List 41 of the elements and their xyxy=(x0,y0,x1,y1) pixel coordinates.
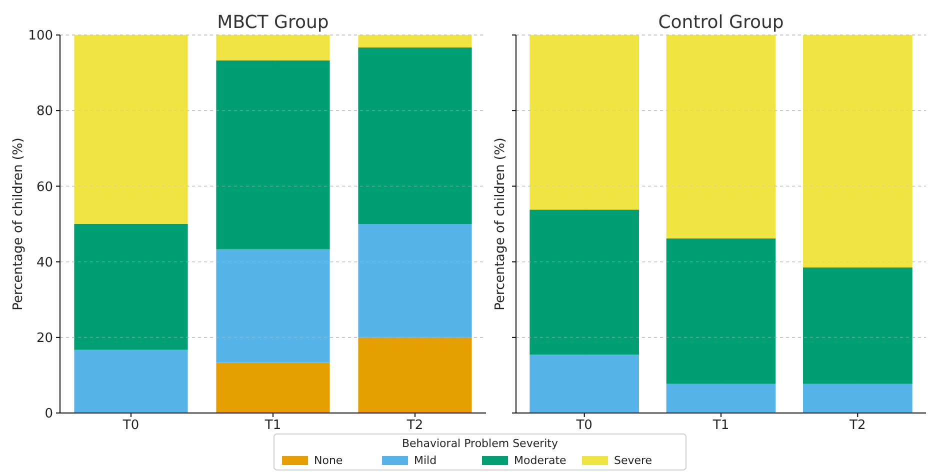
chart-title: MBCT Group xyxy=(217,12,329,33)
x-tick-label: T2 xyxy=(848,418,866,433)
bar xyxy=(216,249,330,363)
y-tick-label: 40 xyxy=(36,255,53,270)
legend-label: Severe xyxy=(614,454,652,467)
bar xyxy=(666,238,776,384)
x-tick-label: T1 xyxy=(264,418,282,433)
legend-label: Mild xyxy=(414,454,437,467)
bar xyxy=(666,384,776,413)
bar xyxy=(216,362,330,413)
bar xyxy=(803,384,912,413)
chart-title: Control Group xyxy=(658,12,784,33)
bar xyxy=(530,35,639,210)
bar xyxy=(530,354,639,413)
bar xyxy=(358,337,472,413)
legend-label: Moderate xyxy=(514,454,567,467)
bar xyxy=(803,35,912,268)
y-tick-label: 60 xyxy=(36,180,53,195)
x-tick-label: T0 xyxy=(122,418,140,433)
bar xyxy=(74,224,188,350)
bar xyxy=(74,350,188,413)
bar xyxy=(216,35,330,60)
legend-label: None xyxy=(314,454,343,467)
bar xyxy=(358,224,472,338)
bar xyxy=(666,35,776,238)
legend-title: Behavioral Problem Severity xyxy=(402,437,558,450)
bar xyxy=(358,35,472,48)
y-tick-label: 100 xyxy=(28,28,53,44)
y-axis-title: Percentage of children (%) xyxy=(11,138,26,310)
x-tick-label: T0 xyxy=(575,418,592,433)
y-axis-title: Percentage of children (%) xyxy=(493,138,508,310)
x-tick-label: T2 xyxy=(406,418,424,433)
bar xyxy=(530,210,639,355)
bar xyxy=(216,60,330,250)
y-tick-label: 0 xyxy=(44,406,53,422)
bar xyxy=(74,35,188,224)
y-tick-label: 20 xyxy=(36,330,53,346)
bar xyxy=(358,47,472,224)
y-tick-label: 80 xyxy=(36,104,53,120)
x-tick-label: T1 xyxy=(712,418,730,433)
bar xyxy=(803,267,912,384)
